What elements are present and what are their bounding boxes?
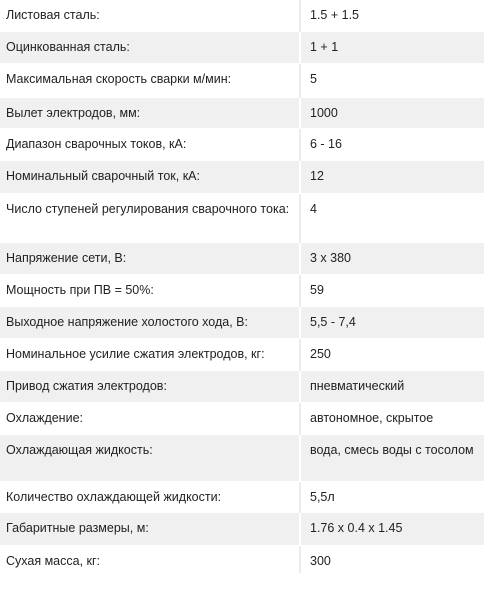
spec-value: 5,5 - 7,4 (300, 306, 484, 339)
spec-row-coolant: Охлаждающая жидкость: вода, смесь воды с… (0, 434, 484, 482)
spec-label: Выходное напряжение холостого хода, В: (0, 306, 301, 339)
spec-value: 12 (300, 160, 484, 194)
spec-value: 5,5л (300, 481, 484, 513)
spec-label: Номинальный сварочный ток, кА: (0, 160, 301, 194)
spec-value: 1000 (300, 97, 484, 129)
specifications-table: Листовая сталь: 1.5 + 1.5 Оцинкованная с… (0, 0, 484, 573)
spec-row-power: Мощность при ПВ = 50%: 59 (0, 274, 484, 307)
spec-row-galvanized-steel: Оцинкованная сталь: 1 + 1 (0, 31, 484, 64)
spec-label: Габаритные размеры, м: (0, 512, 301, 546)
spec-value: пневматический (300, 370, 484, 403)
spec-row-max-speed: Максимальная скорость сварки м/мин: 5 (0, 63, 484, 98)
spec-label: Количество охлаждающей жидкости: (0, 481, 301, 513)
spec-row-nominal-current: Номинальный сварочный ток, кА: 12 (0, 160, 484, 194)
spec-value: 250 (300, 338, 484, 371)
spec-value: 4 (300, 193, 484, 243)
spec-value: автономное, скрытое (300, 402, 484, 435)
spec-label: Диапазон сварочных токов, кА: (0, 128, 301, 161)
spec-row-coolant-amount: Количество охлаждающей жидкости: 5,5л (0, 481, 484, 513)
spec-label: Вылет электродов, мм: (0, 97, 301, 129)
spec-row-dimensions: Габаритные размеры, м: 1.76 x 0.4 x 1.45 (0, 512, 484, 546)
spec-value: вода, смесь воды с тосолом (300, 434, 484, 482)
spec-value: 1.5 + 1.5 (300, 0, 484, 32)
spec-row-dry-weight: Сухая масса, кг: 300 (0, 545, 484, 573)
spec-row-open-circuit-voltage: Выходное напряжение холостого хода, В: 5… (0, 306, 484, 339)
spec-label: Максимальная скорость сварки м/мин: (0, 63, 301, 98)
spec-label: Охлаждение: (0, 402, 301, 435)
spec-value: 5 (300, 63, 484, 98)
spec-label: Номинальное усилие сжатия электродов, кг… (0, 338, 301, 371)
spec-label: Оцинкованная сталь: (0, 31, 301, 64)
spec-label: Привод сжатия электродов: (0, 370, 301, 403)
spec-value: 300 (300, 545, 484, 573)
spec-value: 1.76 x 0.4 x 1.45 (300, 512, 484, 546)
spec-row-regulation-steps: Число ступеней регулирования сварочного … (0, 193, 484, 243)
spec-value: 59 (300, 274, 484, 307)
spec-row-sheet-steel: Листовая сталь: 1.5 + 1.5 (0, 0, 484, 32)
spec-label: Число ступеней регулирования сварочного … (0, 193, 301, 243)
spec-row-electrode-force: Номинальное усилие сжатия электродов, кг… (0, 338, 484, 371)
spec-label: Сухая масса, кг: (0, 545, 301, 573)
spec-value: 3 x 380 (300, 242, 484, 275)
spec-label: Охлаждающая жидкость: (0, 434, 301, 482)
spec-row-cooling: Охлаждение: автономное, скрытое (0, 402, 484, 435)
spec-value: 6 - 16 (300, 128, 484, 161)
spec-row-compression-drive: Привод сжатия электродов: пневматический (0, 370, 484, 403)
spec-label: Напряжение сети, В: (0, 242, 301, 275)
spec-row-mains-voltage: Напряжение сети, В: 3 x 380 (0, 242, 484, 275)
spec-row-current-range: Диапазон сварочных токов, кА: 6 - 16 (0, 128, 484, 161)
spec-label: Мощность при ПВ = 50%: (0, 274, 301, 307)
spec-value: 1 + 1 (300, 31, 484, 64)
spec-label: Листовая сталь: (0, 0, 301, 32)
spec-row-electrode-reach: Вылет электродов, мм: 1000 (0, 97, 484, 129)
